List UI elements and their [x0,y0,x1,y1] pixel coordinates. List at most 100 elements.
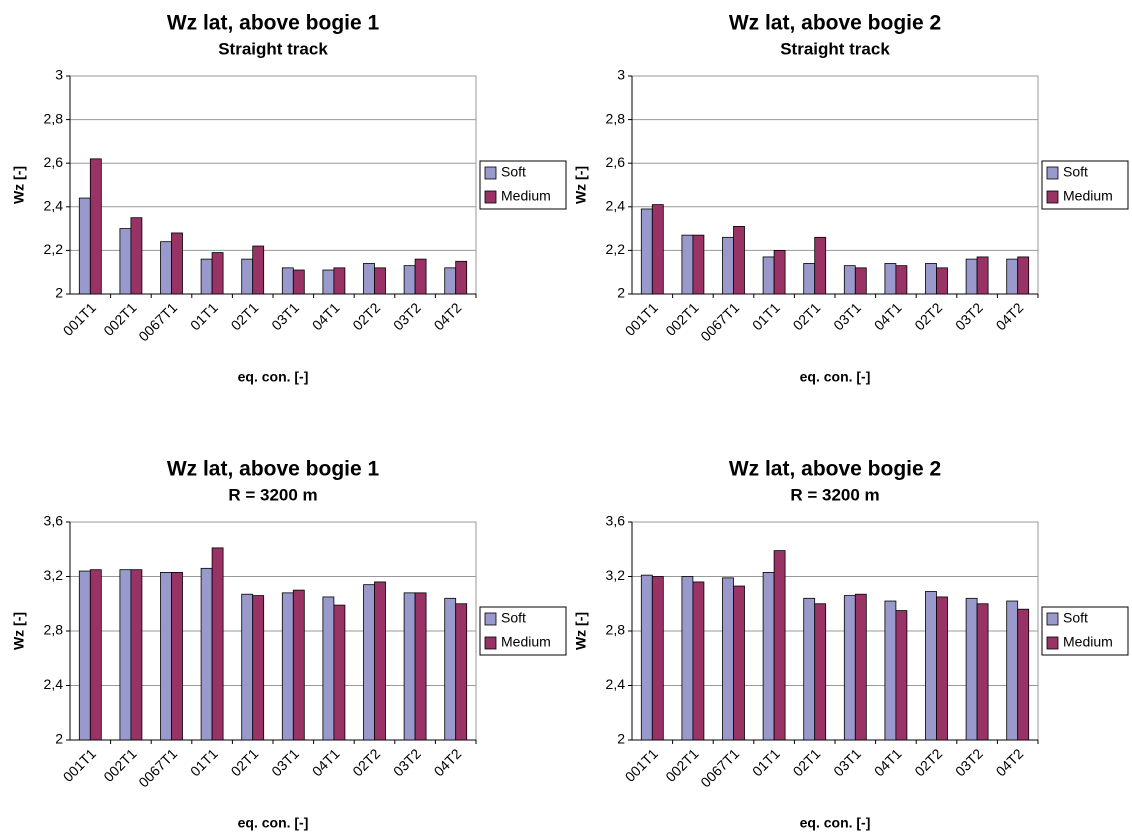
bar [773,550,786,741]
bar [171,232,183,295]
chart-title: Wz lat, above bogie 1 [167,458,380,481]
x-tick-label: 03T2 [952,299,986,333]
chart-title: Wz lat, above bogie 2 [729,458,941,481]
y-tick-label: 2,8 [606,622,626,638]
y-tick-label: 2,4 [606,676,626,692]
x-tick-label: 01T1 [187,299,221,333]
bar [119,228,132,295]
x-tick-label: 04T2 [993,299,1027,333]
bar [455,603,468,741]
chart-subtitle: R = 3200 m [790,485,879,504]
y-tick-label: 3 [617,67,625,83]
x-tick-label: 01T1 [749,745,783,779]
bar [444,267,457,295]
bar [241,593,254,741]
x-axis-label: eq. con. [-] [800,815,871,831]
x-tick-label: 03T1 [268,745,302,779]
x-tick-label: 001T1 [622,745,662,785]
x-tick-label: 001T1 [60,299,100,339]
bar [333,604,346,741]
bar [762,256,775,295]
bar [733,585,745,741]
bar [89,158,102,295]
bar [722,236,734,295]
bar [322,596,335,741]
bar [252,245,265,295]
x-tick-label: 04T1 [309,745,343,779]
x-axis-label: eq. con. [-] [238,815,309,831]
x-axis-label: eq. con. [-] [238,369,309,385]
legend-label: Soft [501,610,526,626]
bar [722,577,734,741]
bar [762,572,775,741]
y-tick-label: 2,4 [44,676,64,692]
x-tick-label: 03T1 [830,299,864,333]
legend-label: Soft [1063,164,1088,180]
y-tick-label: 2,8 [606,110,626,126]
bar [814,603,827,741]
bar [414,592,427,741]
bar [640,574,653,741]
chart-subtitle: Straight track [218,39,328,58]
x-tick-label: 01T1 [187,745,221,779]
x-tick-label: 02T2 [349,299,383,333]
bar [895,610,908,741]
legend-swatch [1046,636,1059,650]
bar [333,267,346,295]
bar [130,569,143,741]
bar [803,597,816,741]
legend-swatch [1046,166,1059,180]
legend-label: Medium [1063,188,1113,204]
x-tick-label: 04T1 [309,299,343,333]
bar [936,596,948,741]
bar [884,263,897,295]
x-tick-label: 002T1 [100,299,140,339]
bar [160,241,172,295]
y-tick-label: 2,4 [44,198,64,214]
bar [651,204,664,295]
bar [692,234,705,295]
bar [211,547,224,741]
y-tick-label: 2,8 [44,110,64,126]
bar [252,595,265,741]
bar [1006,600,1019,741]
x-tick-label: 03T1 [268,299,302,333]
legend-label: Medium [1063,634,1113,650]
bar [1017,608,1030,741]
legend-label: Soft [501,164,526,180]
y-tick-label: 3,6 [44,513,64,529]
bar [414,258,427,295]
x-tick-label: 02T1 [790,745,824,779]
bar [976,256,989,295]
bar [843,265,856,295]
bar [681,576,694,741]
x-tick-label: 04T2 [431,299,465,333]
bar [925,263,937,295]
bar [814,236,827,295]
bar [733,226,745,295]
bar [403,592,416,741]
bar [200,258,213,295]
bar [936,267,948,295]
y-tick-label: 2,2 [606,241,626,257]
bar [965,597,978,741]
bar [651,576,664,741]
bar [363,263,375,295]
x-tick-label: 03T2 [390,745,424,779]
bar [292,589,305,741]
bar [884,600,897,741]
x-tick-label: 02T1 [228,299,262,333]
x-tick-label: 001T1 [622,299,662,339]
bar [363,584,375,741]
bar [925,591,937,741]
bar [130,217,143,295]
y-tick-label: 2 [617,731,625,747]
x-tick-label: 03T2 [390,299,424,333]
y-axis-label: Wz [-] [11,166,27,204]
legend-label: Medium [501,634,551,650]
x-tick-label: 002T1 [662,745,702,785]
legend-swatch [1046,612,1059,626]
chart-title: Wz lat, above bogie 2 [729,12,941,35]
x-tick-label: 03T2 [952,745,986,779]
